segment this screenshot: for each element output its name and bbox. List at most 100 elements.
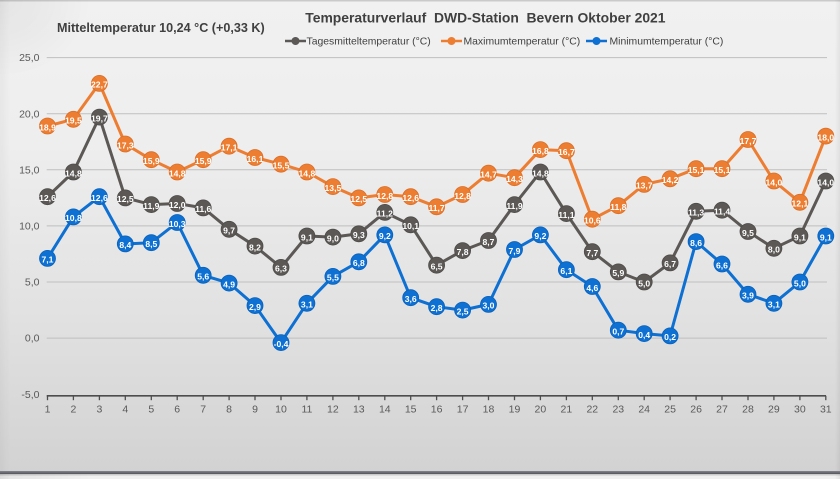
svg-text:19: 19 bbox=[509, 404, 521, 416]
svg-text:Mitteltemperatur 10,24 °C (+0,: Mitteltemperatur 10,24 °C (+0,33 K) bbox=[57, 21, 265, 35]
svg-text:3: 3 bbox=[96, 404, 102, 416]
svg-text:9,3: 9,3 bbox=[353, 230, 365, 240]
svg-text:6,6: 6,6 bbox=[716, 260, 728, 270]
svg-text:14,2: 14,2 bbox=[662, 175, 679, 185]
svg-text:6,7: 6,7 bbox=[664, 259, 676, 269]
svg-text:25,0: 25,0 bbox=[19, 52, 40, 64]
svg-text:2,8: 2,8 bbox=[431, 303, 443, 313]
svg-text:16,1: 16,1 bbox=[247, 154, 264, 164]
svg-text:9,1: 9,1 bbox=[820, 232, 832, 242]
svg-text:10,1: 10,1 bbox=[402, 221, 419, 231]
svg-text:11,9: 11,9 bbox=[143, 201, 159, 211]
svg-text:-5,0: -5,0 bbox=[21, 389, 39, 401]
svg-text:13,5: 13,5 bbox=[325, 183, 342, 193]
svg-text:14,8: 14,8 bbox=[169, 168, 186, 178]
svg-text:5,5: 5,5 bbox=[327, 273, 339, 283]
svg-text:7,1: 7,1 bbox=[42, 255, 54, 265]
svg-text:18,9: 18,9 bbox=[39, 122, 56, 132]
svg-text:12,5: 12,5 bbox=[117, 194, 134, 204]
svg-text:14,0: 14,0 bbox=[817, 177, 834, 187]
svg-text:5,6: 5,6 bbox=[197, 272, 209, 282]
svg-text:25: 25 bbox=[664, 404, 676, 416]
svg-text:8,2: 8,2 bbox=[249, 242, 261, 252]
svg-text:8,0: 8,0 bbox=[768, 245, 780, 255]
svg-text:9: 9 bbox=[252, 404, 258, 416]
svg-text:9,5: 9,5 bbox=[742, 228, 754, 238]
svg-text:12,5: 12,5 bbox=[350, 194, 367, 204]
svg-text:27: 27 bbox=[716, 404, 728, 416]
svg-text:7,9: 7,9 bbox=[509, 246, 521, 256]
svg-text:12,6: 12,6 bbox=[39, 193, 56, 203]
svg-text:11,4: 11,4 bbox=[714, 207, 730, 217]
svg-text:-0,4: -0,4 bbox=[274, 339, 289, 349]
svg-text:2,9: 2,9 bbox=[249, 302, 261, 312]
svg-text:19,5: 19,5 bbox=[65, 116, 82, 126]
svg-text:Minimumtemperatur (°C): Minimumtemperatur (°C) bbox=[610, 37, 724, 48]
svg-text:5,9: 5,9 bbox=[612, 268, 624, 278]
svg-text:5,0: 5,0 bbox=[25, 277, 40, 289]
svg-text:4: 4 bbox=[122, 404, 128, 416]
svg-text:13: 13 bbox=[353, 404, 365, 416]
svg-text:18,0: 18,0 bbox=[817, 132, 834, 142]
svg-text:10,6: 10,6 bbox=[584, 216, 601, 226]
svg-text:3,1: 3,1 bbox=[768, 300, 780, 310]
svg-text:5: 5 bbox=[148, 404, 154, 416]
svg-text:1: 1 bbox=[45, 404, 51, 416]
svg-text:12,8: 12,8 bbox=[376, 191, 393, 201]
svg-text:10,3: 10,3 bbox=[169, 219, 186, 229]
svg-text:16: 16 bbox=[431, 404, 443, 416]
svg-text:20,0: 20,0 bbox=[19, 108, 40, 120]
svg-text:14,0: 14,0 bbox=[766, 177, 783, 187]
svg-text:14,7: 14,7 bbox=[480, 170, 497, 180]
svg-text:10: 10 bbox=[275, 404, 287, 416]
svg-text:17,7: 17,7 bbox=[740, 136, 757, 146]
svg-text:20: 20 bbox=[535, 404, 547, 416]
svg-text:9,2: 9,2 bbox=[379, 231, 391, 241]
svg-text:28: 28 bbox=[742, 404, 754, 416]
svg-text:15,9: 15,9 bbox=[195, 156, 212, 166]
svg-text:15,0: 15,0 bbox=[19, 164, 40, 176]
svg-text:12,1: 12,1 bbox=[792, 199, 809, 209]
svg-text:15,9: 15,9 bbox=[143, 156, 160, 166]
svg-text:15,1: 15,1 bbox=[688, 165, 705, 175]
svg-text:6,1: 6,1 bbox=[560, 266, 572, 276]
svg-text:3,6: 3,6 bbox=[405, 294, 417, 304]
svg-text:8,4: 8,4 bbox=[119, 240, 131, 250]
svg-text:11: 11 bbox=[301, 404, 312, 416]
svg-text:15: 15 bbox=[405, 404, 417, 416]
svg-text:12,6: 12,6 bbox=[402, 193, 419, 203]
svg-text:6,8: 6,8 bbox=[353, 258, 365, 268]
svg-text:0,0: 0,0 bbox=[25, 333, 40, 345]
svg-text:7,7: 7,7 bbox=[586, 248, 598, 258]
svg-text:0,4: 0,4 bbox=[638, 330, 650, 340]
svg-text:4,6: 4,6 bbox=[586, 283, 598, 293]
svg-text:6,5: 6,5 bbox=[431, 262, 443, 272]
svg-text:29: 29 bbox=[768, 404, 780, 416]
svg-text:23: 23 bbox=[612, 404, 624, 416]
svg-text:14,8: 14,8 bbox=[65, 168, 82, 178]
svg-text:12: 12 bbox=[327, 404, 339, 416]
svg-text:14,3: 14,3 bbox=[506, 174, 523, 184]
svg-text:9,2: 9,2 bbox=[534, 231, 546, 241]
svg-text:31: 31 bbox=[820, 404, 832, 416]
svg-text:16,7: 16,7 bbox=[558, 147, 575, 157]
svg-text:Tagesmitteltemperatur (°C): Tagesmitteltemperatur (°C) bbox=[307, 37, 431, 48]
svg-text:10,8: 10,8 bbox=[65, 213, 82, 223]
svg-text:2: 2 bbox=[70, 404, 76, 416]
svg-text:11,1: 11,1 bbox=[558, 210, 574, 220]
svg-text:8: 8 bbox=[226, 404, 232, 416]
svg-text:9,1: 9,1 bbox=[301, 232, 313, 242]
svg-text:3,0: 3,0 bbox=[483, 301, 495, 311]
svg-text:17: 17 bbox=[457, 404, 469, 416]
svg-text:Maximumtemperatur (°C): Maximumtemperatur (°C) bbox=[464, 37, 581, 48]
svg-text:13,7: 13,7 bbox=[636, 181, 653, 191]
svg-text:5,0: 5,0 bbox=[794, 278, 806, 288]
svg-text:24: 24 bbox=[638, 404, 650, 416]
svg-text:6: 6 bbox=[174, 404, 180, 416]
svg-text:17,1: 17,1 bbox=[221, 143, 238, 153]
svg-text:8,7: 8,7 bbox=[483, 237, 495, 247]
svg-text:11,9: 11,9 bbox=[506, 201, 522, 211]
svg-text:19,7: 19,7 bbox=[91, 113, 108, 123]
svg-text:9,0: 9,0 bbox=[327, 233, 339, 243]
svg-text:14,8: 14,8 bbox=[532, 168, 549, 178]
